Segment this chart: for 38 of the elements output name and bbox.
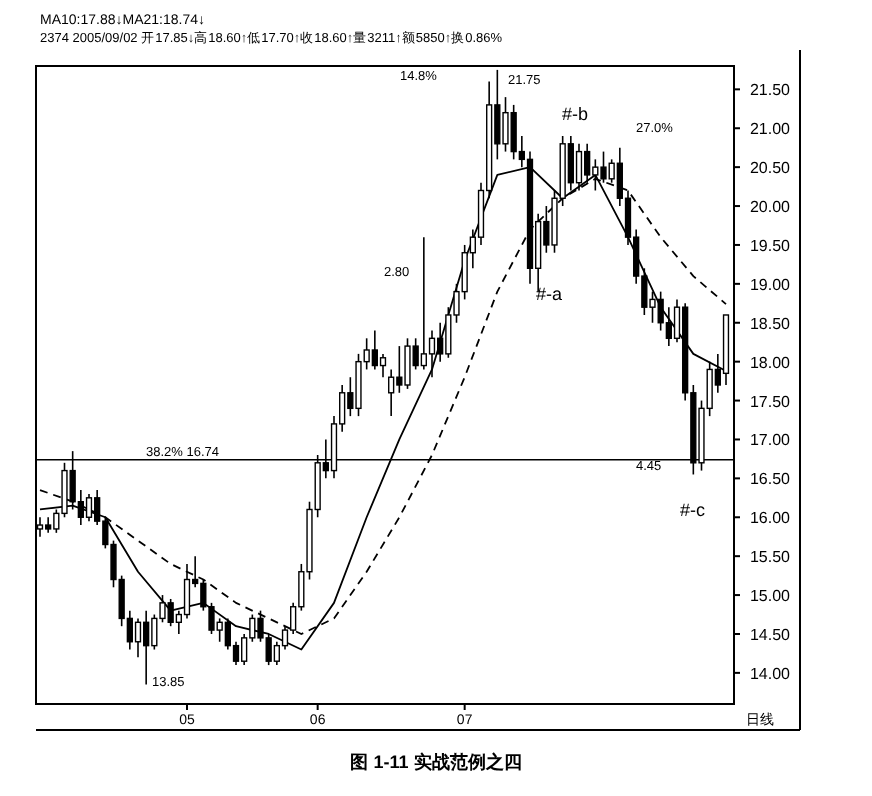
caption: 图 1-11 实战范例之四 <box>350 752 522 772</box>
annotation: #-a <box>536 284 563 304</box>
y-tick-label: 16.50 <box>749 470 792 489</box>
candlestick <box>167 598 174 627</box>
y-tick-label: 18.50 <box>749 314 792 333</box>
candlestick <box>657 290 664 332</box>
candlestick <box>85 493 93 522</box>
y-tick-label: 21.00 <box>749 120 792 139</box>
y-tick-label: 21.50 <box>749 81 792 100</box>
candlestick <box>404 337 411 390</box>
candlestick <box>134 617 142 659</box>
y-tick-label: 17.00 <box>749 431 792 450</box>
candlestick <box>143 609 150 686</box>
y-tick-label: 18.00 <box>749 353 792 372</box>
candlestick <box>437 321 444 363</box>
candlestick <box>665 306 672 347</box>
candlestick <box>420 236 427 371</box>
annotation: #-b <box>562 104 589 124</box>
candlestick <box>371 329 378 371</box>
annotation: #-c <box>680 500 706 520</box>
y-tick-label: 19.00 <box>749 275 792 294</box>
y-tick-label: 16.00 <box>749 509 792 528</box>
candlestick <box>355 353 362 417</box>
y-tick-label: 15.50 <box>749 548 792 567</box>
candlestick <box>379 353 387 379</box>
y-tick-label: 19.50 <box>749 236 792 255</box>
candlestick <box>510 104 517 161</box>
y-tick-label: 17.50 <box>749 392 792 411</box>
candlestick <box>388 368 395 417</box>
y-tick-label: 14.50 <box>749 625 792 644</box>
candlestick <box>502 96 509 153</box>
y-tick-label: 14.00 <box>749 664 792 683</box>
candlestick <box>428 329 436 379</box>
y-tick-label: 20.00 <box>749 198 792 217</box>
y-tick-label: 15.00 <box>749 587 792 606</box>
y-tick-label: 20.50 <box>749 159 792 178</box>
candlestick <box>183 563 191 620</box>
candlestick <box>396 345 403 394</box>
